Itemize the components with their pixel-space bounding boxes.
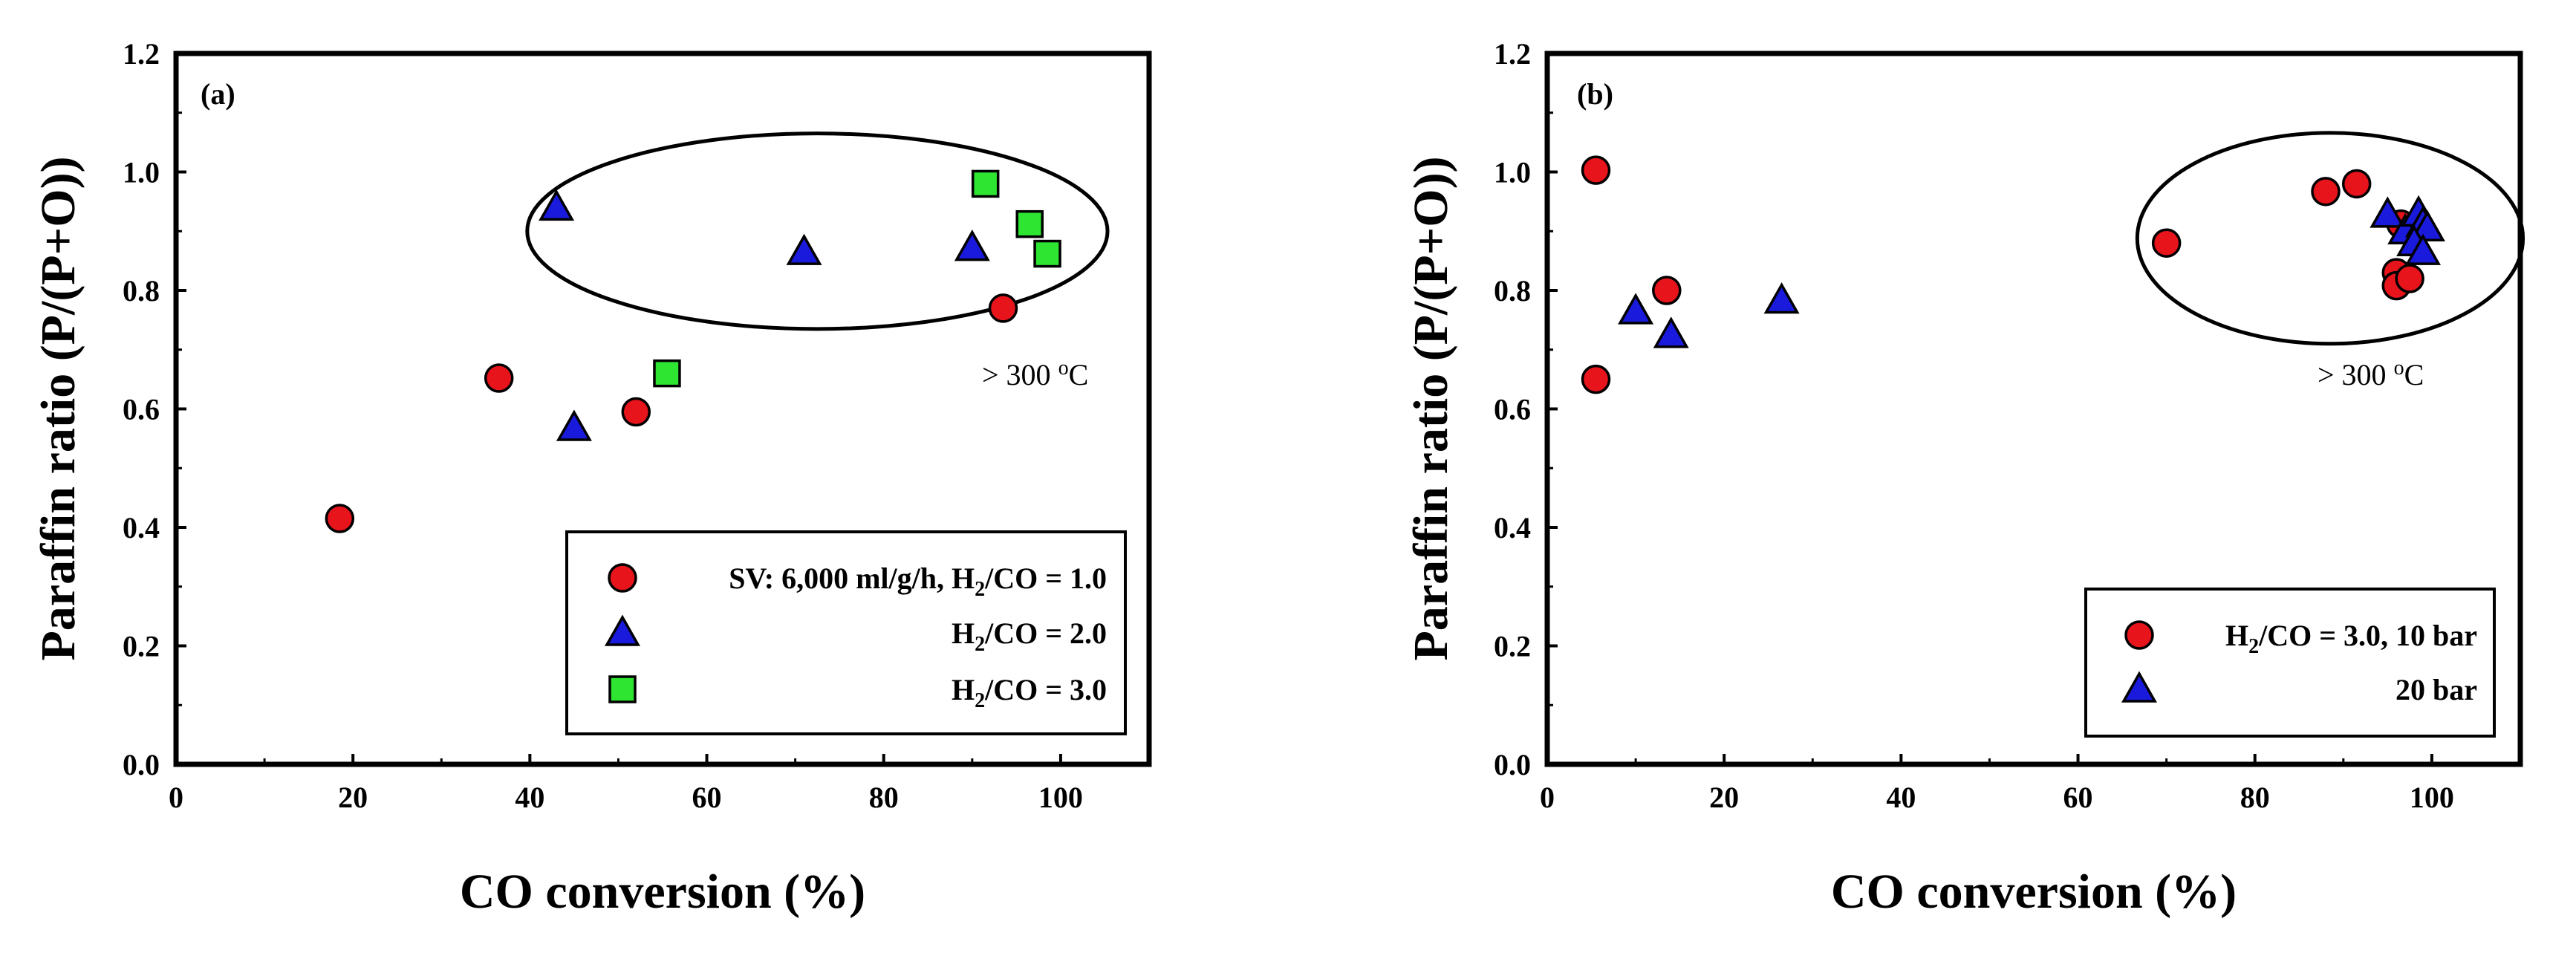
temperature-annotation-a: > 300 oC — [982, 357, 1088, 391]
panel-label-b: (b) — [1577, 77, 1613, 111]
chart-panel-a: 0 20 40 60 80 100 0.0 0.2 0.4 0.6 0.8 1.0 1.2 (a) > … — [31, 37, 1152, 919]
x-tick-label: 80 — [869, 781, 899, 814]
legend-marker-a-triangle — [604, 614, 641, 646]
data-point-a-circle — [484, 363, 514, 393]
data-point-a-square — [1033, 239, 1061, 268]
data-point-a-triangle — [954, 230, 990, 261]
y-tick-label: 1.0 — [1494, 156, 1531, 189]
x-tick-label: 0 — [169, 781, 183, 814]
legend-b: H2/CO = 3.0, 10 bar 20 bar — [2084, 588, 2496, 738]
chart-panel-b: 0 20 40 60 80 100 0.0 0.2 0.4 0.6 0.8 1.0 1.2 (b) > … — [1404, 37, 2525, 919]
legend-marker-b-triangle — [2121, 671, 2158, 703]
y-tick-label: 0.4 — [1494, 511, 1531, 544]
x-tick-label: 0 — [1540, 781, 1555, 814]
x-tick-label: 40 — [515, 781, 544, 814]
y-axis-title-a: Paraffin ratio (P/(P+O)) — [31, 156, 85, 660]
y-tick-label: 0.0 — [1494, 748, 1531, 781]
legend-label-b: H2/CO = 3.0, 10 bar — [2225, 619, 2477, 658]
high-temperature-ellipse-b — [2135, 131, 2525, 346]
y-axis-title-b: Paraffin ratio (P/(P+O)) — [1404, 156, 1458, 660]
data-point-a-triangle — [539, 189, 575, 221]
y-tick-label: 0.0 — [123, 748, 160, 781]
data-point-a-circle — [325, 504, 355, 533]
legend-label-a: SV: 6,000 ml/g/h, H2/CO = 1.0 — [729, 562, 1107, 601]
legend-label-a: H2/CO = 3.0 — [952, 673, 1107, 712]
x-tick-label: 60 — [2063, 781, 2093, 814]
legend-marker-b-circle — [2124, 620, 2154, 650]
data-point-b-circle — [1581, 155, 1611, 185]
x-axis-title-b: CO conversion (%) — [1831, 865, 2237, 919]
data-point-a-triangle — [786, 233, 822, 265]
data-point-a-square — [971, 169, 1000, 198]
data-point-b-triangle — [2370, 196, 2406, 228]
data-point-b-circle — [2311, 177, 2341, 206]
data-point-b-circle — [2151, 228, 2182, 258]
legend-label-a: H2/CO = 2.0 — [952, 617, 1107, 656]
data-point-a-square — [1015, 209, 1044, 238]
data-point-b-triangle — [1653, 316, 1689, 348]
x-tick-label: 40 — [1886, 781, 1916, 814]
legend-box-a — [565, 530, 1127, 735]
data-point-b-circle — [2395, 264, 2424, 293]
legend-marker-a-square — [608, 675, 637, 703]
data-point-a-circle — [988, 293, 1018, 323]
y-tick-label: 0.8 — [123, 274, 160, 308]
data-point-b-circle — [1652, 276, 1682, 305]
x-tick-label: 60 — [692, 781, 722, 814]
data-point-b-triangle — [2404, 233, 2442, 265]
legend-a: SV: 6,000 ml/g/h, H2/CO = 1.0 H2/CO = 2.0… — [565, 530, 1127, 735]
x-axis-title-a: CO conversion (%) — [460, 865, 865, 919]
y-tick-label: 0.4 — [123, 511, 160, 544]
legend-label-b: 20 bar — [2396, 673, 2477, 706]
data-point-b-triangle — [2409, 209, 2445, 242]
legend-marker-a-circle — [608, 563, 637, 593]
y-tick-label: 1.0 — [123, 156, 160, 189]
y-tick-label: 1.2 — [123, 37, 160, 71]
data-point-b-triangle — [1763, 282, 1800, 314]
y-tick-label: 0.2 — [123, 630, 160, 663]
data-point-b-circle — [1581, 364, 1611, 394]
y-tick-label: 0.8 — [1494, 274, 1531, 308]
data-point-a-circle — [621, 397, 651, 427]
data-point-b-circle — [2341, 169, 2372, 199]
panel-label-a: (a) — [201, 77, 235, 111]
data-point-a-square — [653, 359, 681, 388]
legend-box-b — [2084, 588, 2496, 738]
y-tick-label: 1.2 — [1494, 37, 1531, 71]
x-tick-label: 100 — [1038, 781, 1083, 814]
temperature-annotation-b: > 300 oC — [2318, 357, 2424, 391]
x-tick-label: 20 — [1709, 781, 1739, 814]
data-point-a-triangle — [556, 409, 592, 441]
x-tick-label: 100 — [2410, 781, 2454, 814]
x-tick-label: 80 — [2240, 781, 2270, 814]
y-tick-label: 0.2 — [1494, 630, 1531, 663]
high-temperature-ellipse-a — [525, 131, 1110, 331]
data-point-b-triangle — [1618, 293, 1654, 325]
y-tick-label: 0.6 — [123, 393, 160, 426]
x-tick-label: 20 — [338, 781, 368, 814]
y-tick-label: 0.6 — [1494, 393, 1531, 426]
